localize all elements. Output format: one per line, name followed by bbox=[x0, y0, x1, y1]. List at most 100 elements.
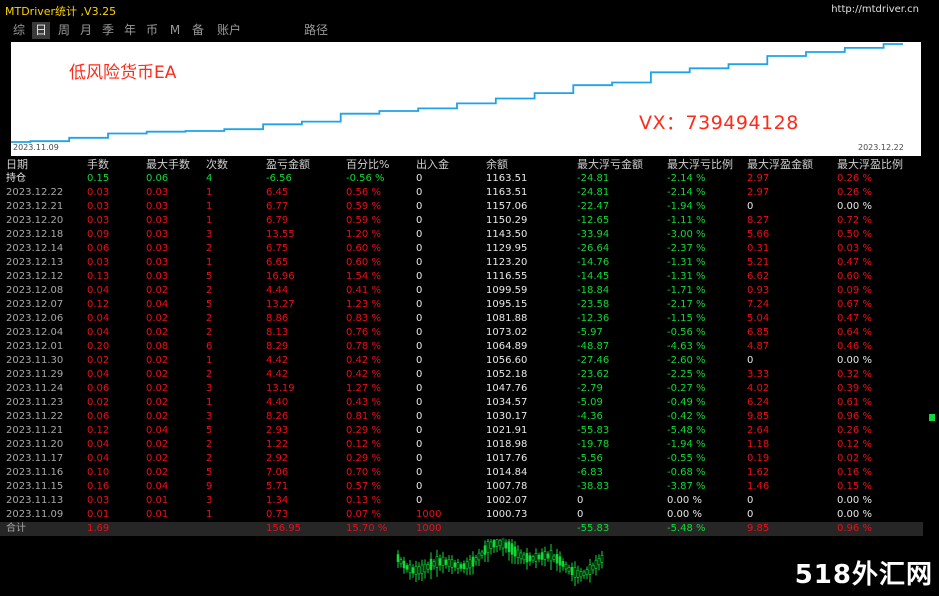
table-row-cell-0: 2023.12.08 bbox=[6, 285, 64, 296]
table-row-cell-11: 0.96 % bbox=[837, 411, 872, 422]
table-row-cell-7: 1073.02 bbox=[486, 327, 528, 338]
candlestick-chart bbox=[396, 538, 604, 587]
app-url-link[interactable]: http://mtdriver.cn bbox=[831, 4, 919, 15]
candle-body bbox=[417, 566, 421, 575]
period-tab-7[interactable]: M bbox=[169, 23, 181, 37]
table-row-cell-7: 1007.78 bbox=[486, 481, 528, 492]
table-row-cell-6: 0 bbox=[416, 467, 423, 478]
table-row-cell-9: -2.25 % bbox=[667, 369, 706, 380]
table-row-cell-7: 1163.51 bbox=[486, 187, 528, 198]
table-row-cell-6: 0 bbox=[416, 285, 423, 296]
table-row-cell-2: 0.02 bbox=[146, 467, 169, 478]
table-row-cell-8: -2.79 bbox=[577, 383, 603, 394]
table-row-cell-8: -6.83 bbox=[577, 467, 603, 478]
table-header-cell-7: 余额 bbox=[486, 158, 508, 171]
table-row-cell-6: 0 bbox=[416, 411, 423, 422]
table-row-cell-10: 0.31 bbox=[747, 243, 770, 254]
table-row-cell-9: -0.55 % bbox=[667, 453, 706, 464]
candle-body bbox=[582, 571, 586, 576]
table-row-cell-4: 4.40 bbox=[266, 397, 289, 408]
table-row-cell-2: 0.02 bbox=[146, 285, 169, 296]
period-tab-4[interactable]: 季 bbox=[101, 23, 114, 37]
table-row-cell-4: 8.29 bbox=[266, 341, 289, 352]
table-row-cell-7: 1123.20 bbox=[486, 257, 528, 268]
table-row: 2023.11.24 0.06 0.02 3 13.19 1.27 % 0 1047.76 -2… bbox=[0, 382, 923, 396]
table-row-cell-4: 4.42 bbox=[266, 369, 289, 380]
table-row-cell-7: 1116.55 bbox=[486, 271, 528, 282]
table-row-cell-0: 2023.11.17 bbox=[6, 453, 64, 464]
table-row-cell-9: -2.14 % bbox=[667, 187, 706, 198]
hold-row: 持仓 0.15 0.06 4 -6.56 -0.56 % 0 1163.51 -24.81 -2.… bbox=[0, 172, 923, 186]
table-row-cell-9: -4.63 % bbox=[667, 341, 706, 352]
table-row-cell-6: 0 bbox=[416, 425, 423, 436]
table-row-cell-8: 0 bbox=[577, 509, 584, 520]
table-row-cell-1: 0.03 bbox=[87, 187, 110, 198]
candle-body bbox=[549, 550, 553, 562]
period-tab-5[interactable]: 年 bbox=[123, 23, 136, 37]
table-row-cell-5: 0.83 % bbox=[346, 313, 381, 324]
period-tab-3[interactable]: 月 bbox=[79, 23, 92, 37]
table-row-cell-10: 4.87 bbox=[747, 341, 770, 352]
table-row-cell-1: 0.06 bbox=[87, 411, 110, 422]
table-row-cell-10: 5.04 bbox=[747, 313, 770, 324]
table-row-cell-3: 2 bbox=[206, 327, 213, 338]
table-row-cell-0: 2023.12.07 bbox=[6, 299, 64, 310]
table-row-cell-8: -26.64 bbox=[577, 243, 610, 254]
table-row-cell-4: 8.26 bbox=[266, 411, 289, 422]
table-header-cell-1: 手数 bbox=[87, 158, 109, 171]
table-row-cell-5: 0.57 % bbox=[346, 481, 381, 492]
period-tab-10[interactable]: 路径 bbox=[303, 23, 328, 37]
candle-body bbox=[420, 564, 424, 574]
table-row-cell-2: 0.02 bbox=[146, 313, 169, 324]
period-tab-1[interactable]: 日 bbox=[32, 22, 50, 39]
table-row-cell-0: 2023.12.22 bbox=[6, 187, 64, 198]
table-row-cell-6: 0 bbox=[416, 257, 423, 268]
table-row-cell-9: 0.00 % bbox=[667, 495, 702, 506]
table-row-cell-1: 0.20 bbox=[87, 341, 110, 352]
table-row-cell-3: 3 bbox=[206, 383, 213, 394]
table-row-cell-5: 0.60 % bbox=[346, 243, 381, 254]
candle-body bbox=[576, 569, 580, 578]
period-tab-8[interactable]: 备 bbox=[191, 23, 204, 37]
table-row-cell-8: -14.76 bbox=[577, 257, 610, 268]
period-tab-6[interactable]: 币 bbox=[145, 23, 158, 37]
table-row-cell-0: 2023.12.18 bbox=[6, 229, 64, 240]
table-row-cell-11: 0.00 % bbox=[837, 355, 872, 366]
hold-row-cell-10: 2.97 bbox=[747, 173, 770, 184]
equity-chart-panel: 低风险货币EA VX：739494128 2023.11.09 2023.12.… bbox=[11, 42, 921, 156]
table-row-cell-3: 3 bbox=[206, 411, 213, 422]
table-row-cell-10: 7.24 bbox=[747, 299, 770, 310]
period-tab-9[interactable]: 账户 bbox=[216, 23, 241, 37]
table-row-cell-9: -1.11 % bbox=[667, 215, 706, 226]
candle-body bbox=[468, 559, 472, 569]
table-header-cell-5: 百分比% bbox=[346, 158, 390, 171]
total-row-cell-5: 15.70 % bbox=[346, 523, 388, 534]
table-row: 2023.12.14 0.06 0.03 2 6.75 0.60 % 0 1129.95 -26… bbox=[0, 242, 923, 256]
table-row-cell-5: 0.12 % bbox=[346, 439, 381, 450]
table-row-cell-7: 1056.60 bbox=[486, 355, 528, 366]
table-row-cell-2: 0.03 bbox=[146, 201, 169, 212]
table-row-cell-7: 1002.07 bbox=[486, 495, 528, 506]
table-row-cell-7: 1021.91 bbox=[486, 425, 528, 436]
table-row-cell-8: -4.36 bbox=[577, 411, 603, 422]
candle-body bbox=[489, 541, 493, 549]
candle-body bbox=[435, 556, 439, 568]
period-tab-2[interactable]: 周 bbox=[57, 23, 70, 37]
total-row: 合计 1.69 156.95 15.70 % 1000 -55.83 -5.48 % 9.85… bbox=[0, 522, 923, 536]
table-row-cell-11: 0.67 % bbox=[837, 299, 872, 310]
table-row-cell-4: 4.44 bbox=[266, 285, 289, 296]
candle-body bbox=[432, 561, 436, 567]
table-row-cell-1: 0.12 bbox=[87, 299, 110, 310]
candle-body bbox=[471, 556, 475, 567]
table-row-cell-10: 1.62 bbox=[747, 467, 770, 478]
table-header-cell-0: 日期 bbox=[6, 158, 28, 171]
table-row: 2023.12.08 0.04 0.02 2 4.44 0.41 % 0 1099.59 -18… bbox=[0, 284, 923, 298]
period-tab-0[interactable]: 综 bbox=[12, 23, 25, 37]
candle-body bbox=[600, 554, 604, 563]
table-row-cell-8: -19.78 bbox=[577, 439, 610, 450]
table-row-cell-6: 0 bbox=[416, 495, 423, 506]
table-row-cell-8: -5.97 bbox=[577, 327, 603, 338]
table-row-cell-11: 0.26 % bbox=[837, 187, 872, 198]
table-row-cell-11: 0.26 % bbox=[837, 425, 872, 436]
chart-start-date: 2023.11.09 bbox=[13, 143, 59, 152]
